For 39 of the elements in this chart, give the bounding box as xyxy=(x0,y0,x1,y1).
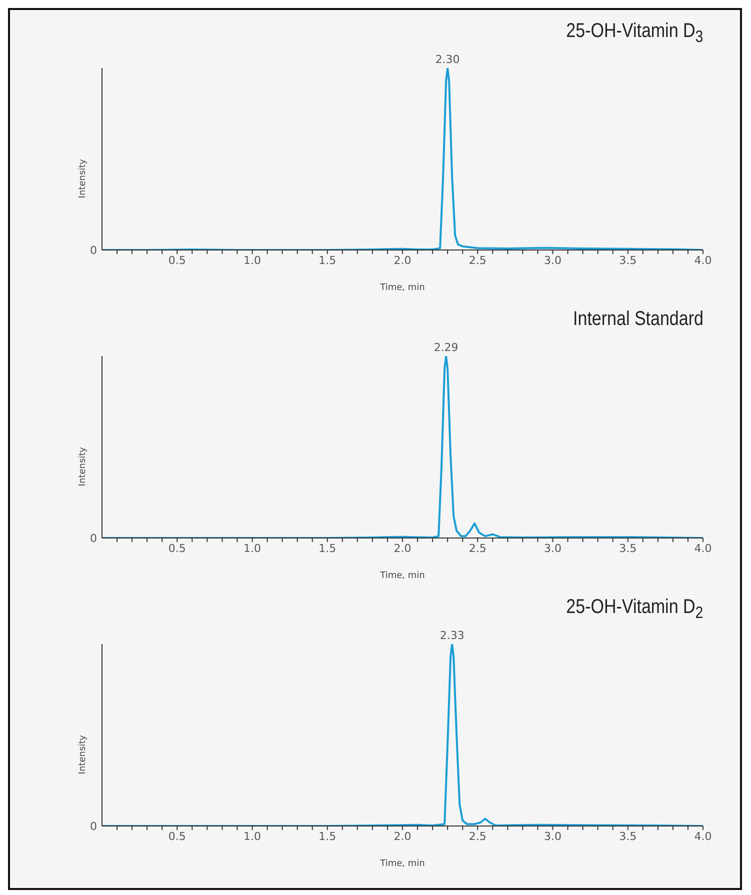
chart-title: 25-OH-Vitamin D$_{2}$ xyxy=(566,596,703,623)
x-tick-label: 4.0 xyxy=(694,254,712,267)
x-tick-label: 3.5 xyxy=(619,542,637,555)
x-tick-label: 3.0 xyxy=(544,542,562,555)
x-tick-label: 2.0 xyxy=(394,254,412,267)
x-tick-label: 2.5 xyxy=(468,254,486,267)
x-tick-label: 4.0 xyxy=(694,542,712,555)
x-tick-label: 0.5 xyxy=(168,830,186,843)
x-tick-label: 3.0 xyxy=(544,830,562,843)
x-tick-label: 1.5 xyxy=(318,254,336,267)
x-tick-label: 4.0 xyxy=(694,830,712,843)
x-tick-label: 1.5 xyxy=(318,542,336,555)
annotation: 2.29 xyxy=(434,341,458,354)
y-axis-title: Intensity xyxy=(78,734,88,774)
x-tick-label: 0.5 xyxy=(168,542,186,555)
x-tick-label: 1.0 xyxy=(244,830,261,843)
y-axis-title: Intensity xyxy=(78,158,88,198)
annotation: 2.30 xyxy=(435,53,460,66)
x-tick-label: 1.5 xyxy=(318,830,336,843)
x-axis-title: Time, min xyxy=(379,859,425,869)
chart-title: Internal Standard xyxy=(572,308,703,331)
x-tick-label: 2.0 xyxy=(394,830,412,843)
annotation: 2.33 xyxy=(440,629,464,642)
x-tick-label: 3.5 xyxy=(619,830,637,843)
x-tick-label: 1.0 xyxy=(244,254,261,267)
x-tick-label: 1.0 xyxy=(244,542,261,555)
x-tick-label: 2.5 xyxy=(468,830,486,843)
x-tick-label: 3.0 xyxy=(544,254,562,267)
annotation: 0 xyxy=(90,820,97,833)
chart-title: 25-OH-Vitamin D$_{3}$ xyxy=(566,20,703,47)
x-tick-label: 0.5 xyxy=(168,254,186,267)
y-axis-title: Intensity xyxy=(78,446,88,486)
x-axis-title: Time, min xyxy=(379,571,425,581)
annotation: 0 xyxy=(90,244,97,257)
annotation: 0 xyxy=(90,532,97,545)
x-tick-label: 2.0 xyxy=(394,542,412,555)
x-axis-title: Time, min xyxy=(379,283,425,293)
x-tick-label: 3.5 xyxy=(619,254,637,267)
x-tick-label: 2.5 xyxy=(468,542,486,555)
